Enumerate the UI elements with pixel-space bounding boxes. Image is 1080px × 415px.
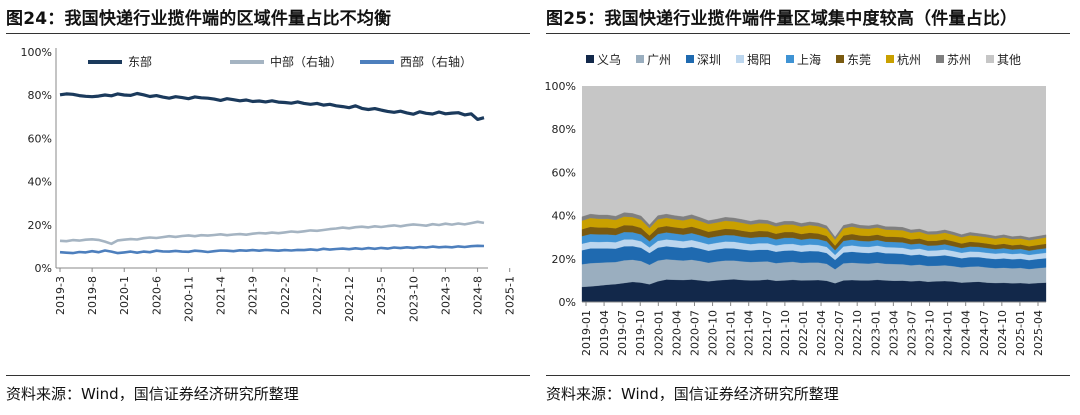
x-tick-label: 2020-10	[707, 310, 720, 356]
legend-swatch	[586, 55, 594, 63]
legend-label: 杭州	[897, 52, 921, 67]
x-tick-label: 2023-10	[407, 276, 420, 322]
x-tick-label: 2021-4	[215, 276, 228, 315]
x-tick-label: 2023-5	[375, 276, 388, 315]
x-tick-label: 2021-07	[761, 310, 774, 356]
legend-label: 苏州	[947, 53, 971, 67]
title-divider	[546, 33, 1070, 34]
x-tick-label: 2020-6	[150, 276, 163, 315]
x-tick-label: 2025-1	[504, 276, 517, 315]
x-tick-label: 2024-8	[472, 276, 485, 315]
y-tick-label: 0%	[559, 296, 576, 309]
x-tick-label: 2020-11	[182, 276, 195, 322]
legend-label: 广州	[647, 53, 671, 67]
x-tick-label: 2019-01	[580, 310, 593, 356]
stacked-area-chart: 0% 20% 40% 60% 80% 100% 2019-01 2019-04 2019-07 2…	[545, 52, 1047, 356]
legend-label: 揭阳	[747, 52, 771, 67]
x-tick-label: 2019-10	[634, 310, 647, 356]
y-tick-label: 80%	[552, 123, 576, 136]
legend-swatch	[986, 55, 994, 63]
x-tick-label: 2019-04	[598, 310, 611, 356]
legend-label: 东莞	[847, 53, 871, 67]
legend-label: 义乌	[597, 52, 621, 67]
x-tick-label: 2021-9	[247, 276, 260, 315]
x-tick-label: 2022-10	[851, 310, 864, 356]
x-tick-label: 2019-8	[86, 276, 99, 315]
legend-label: 西部（右轴）	[400, 54, 472, 69]
x-tick-label: 2024-3	[439, 276, 452, 315]
x-tick-label: 2020-04	[670, 310, 683, 356]
source-note: 资料来源：Wind，国信证券经济研究所整理	[546, 385, 839, 403]
y-tick-label: 20%	[552, 253, 576, 266]
x-tick-label: 2019-07	[616, 310, 629, 356]
x-tick-label: 2025-01	[1014, 310, 1027, 356]
legend-swatch	[636, 55, 644, 63]
legend-label: 深圳	[697, 53, 721, 67]
x-tick-label: 2022-12	[343, 276, 356, 322]
y-tick-label: 80%	[28, 89, 52, 102]
legend-label: 中部（右轴）	[270, 54, 342, 69]
x-tick-label: 2019-3	[54, 276, 67, 315]
x-tick-label: 2020-07	[688, 310, 701, 356]
x-tick-label: 2023-04	[887, 310, 900, 356]
x-tick-label: 2021-01	[725, 310, 738, 356]
x-tick-label: 2024-01	[942, 310, 955, 356]
y-tick-label: 60%	[28, 132, 52, 145]
title-divider	[6, 33, 530, 34]
legend-label: 东部	[128, 54, 152, 69]
line-chart: 0% 20% 40% 60% 80% 100% 2019-3 2019-8 2020-1 2020…	[21, 46, 517, 322]
source-divider	[546, 375, 1070, 376]
x-tick-label: 2022-07	[833, 310, 846, 356]
legend-label: 上海	[797, 52, 821, 67]
x-tick-label: 2022-7	[311, 276, 324, 315]
y-tick-label: 40%	[552, 210, 576, 223]
legend-swatch	[836, 55, 844, 63]
chart-title: 图24：我国快递行业揽件端的区域件量占比不均衡	[6, 9, 392, 29]
y-tick-label: 0%	[35, 262, 52, 275]
y-tick-label: 60%	[552, 166, 576, 179]
legend-swatch	[936, 55, 944, 63]
x-tick-label: 2022-04	[815, 310, 828, 356]
legend-swatch	[686, 55, 694, 63]
legend-label: 其他	[997, 53, 1021, 67]
chart-panel-left: 图24：我国快递行业揽件端的区域件量占比不均衡 0% 20% 40% 60% 80% 10…	[6, 9, 530, 403]
x-tick-label: 2022-01	[797, 310, 810, 356]
series-line-2	[59, 244, 485, 255]
x-tick-label: 2023-10	[924, 310, 937, 356]
area-series-7	[581, 212, 1047, 241]
x-tick-label: 2024-07	[978, 310, 991, 356]
series-line-0	[59, 91, 485, 122]
x-tick-label: 2024-04	[960, 310, 973, 356]
x-tick-label: 2021-10	[779, 310, 792, 356]
source-divider	[6, 375, 530, 376]
x-tick-label: 2020-01	[652, 310, 665, 356]
y-tick-label: 40%	[28, 176, 52, 189]
series-line-1	[59, 220, 485, 246]
source-note: 资料来源：Wind，国信证券经济研究所整理	[6, 385, 299, 403]
y-tick-label: 100%	[21, 46, 52, 59]
y-tick-label: 20%	[28, 219, 52, 232]
legend-swatch	[736, 55, 744, 63]
chart-title: 图25：我国快递行业揽件端件量区域集中度较高（件量占比）	[546, 9, 1018, 29]
legend-swatch	[886, 55, 894, 63]
x-tick-label: 2020-1	[118, 276, 131, 315]
x-tick-label: 2023-07	[905, 310, 918, 356]
legend-swatch	[786, 55, 794, 63]
x-tick-label: 2022-2	[279, 276, 292, 315]
y-tick-label: 100%	[545, 80, 576, 93]
x-tick-label: 2023-01	[869, 310, 882, 356]
x-tick-label: 2021-04	[743, 310, 756, 356]
x-tick-label: 2024-10	[996, 310, 1009, 356]
chart-panel-right: 图25：我国快递行业揽件端件量区域集中度较高（件量占比） 0% 20% 40% 60%…	[540, 0, 1080, 415]
x-tick-label: 2025-04	[1032, 310, 1045, 356]
